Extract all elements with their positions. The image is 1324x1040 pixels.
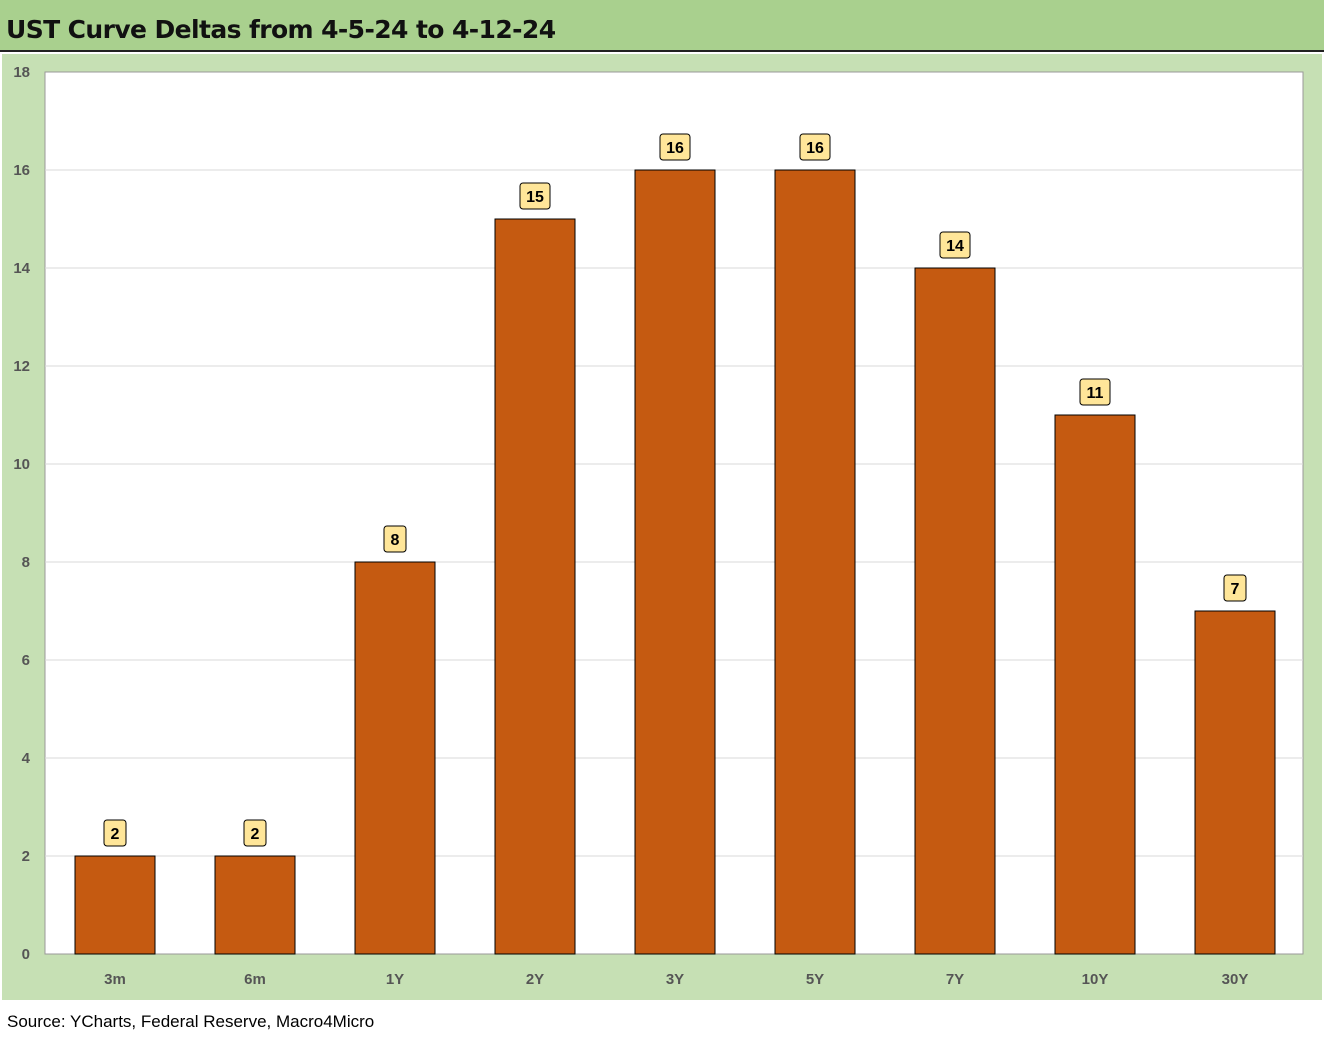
- data-labels: 2 2 8 15 16 16 14 11 7: [103, 133, 1247, 847]
- x-tick-label: 30Y: [1222, 971, 1249, 988]
- source-note: Source: YCharts, Federal Reserve, Macro4…: [7, 1012, 375, 1031]
- x-tick-label: 1Y: [386, 971, 404, 988]
- y-tick-label: 4: [22, 750, 31, 767]
- bar-10Y: [1054, 414, 1136, 955]
- data-label: 16: [806, 140, 824, 157]
- bar-3Y: [634, 169, 716, 955]
- x-tick-label: 2Y: [526, 971, 544, 988]
- bar-30Y: [1194, 610, 1276, 955]
- y-tick-label: 8: [22, 554, 30, 571]
- y-tick-label: 14: [13, 260, 30, 277]
- y-tick-label: 18: [13, 64, 30, 81]
- data-label-box: [799, 133, 831, 161]
- bar-5Y: [774, 169, 856, 955]
- y-tick-label: 0: [22, 946, 30, 963]
- x-tick-label: 3Y: [666, 971, 684, 988]
- y-tick-label: 16: [13, 162, 30, 179]
- bar-1Y: [354, 561, 436, 955]
- y-tick-label: 2: [22, 848, 30, 865]
- x-axis-ticks: 3m 6m 1Y 2Y 3Y 5Y 7Y 10Y 30Y: [104, 971, 1248, 988]
- x-tick-label: 3m: [104, 971, 126, 988]
- title-bar: UST Curve Deltas from 4-5-24 to 4-12-24: [0, 0, 1324, 52]
- data-label: 14: [946, 238, 964, 255]
- bar-7Y: [914, 267, 996, 955]
- data-label: 8: [391, 532, 400, 549]
- bar-2Y: [494, 218, 576, 955]
- data-label: 2: [251, 826, 260, 843]
- x-tick-label: 7Y: [946, 971, 964, 988]
- data-label: 11: [1087, 385, 1104, 402]
- y-tick-label: 6: [22, 652, 30, 669]
- data-label-box: [659, 133, 691, 161]
- bars: [74, 169, 1276, 955]
- x-tick-label: 6m: [244, 971, 266, 988]
- y-tick-label: 12: [13, 358, 30, 375]
- bar-3m: [74, 855, 156, 955]
- data-label-box: [383, 525, 407, 553]
- data-label-box: [1223, 574, 1247, 602]
- y-tick-label: 10: [13, 456, 30, 473]
- data-label: 16: [666, 140, 684, 157]
- y-axis-ticks: 0 2 4 6 8 10 12 14 16 18: [13, 64, 30, 963]
- data-label-box: [519, 182, 551, 210]
- data-label: 7: [1231, 581, 1240, 598]
- data-label-box: [243, 819, 267, 847]
- data-label: 15: [526, 189, 544, 206]
- data-label-box: [103, 819, 127, 847]
- x-tick-label: 5Y: [806, 971, 824, 988]
- x-tick-label: 10Y: [1082, 971, 1109, 988]
- chart-title: UST Curve Deltas from 4-5-24 to 4-12-24: [6, 15, 556, 44]
- data-label-box: [939, 231, 971, 259]
- bar-6m: [214, 855, 296, 955]
- data-label: 2: [111, 826, 120, 843]
- data-label-box: [1079, 378, 1111, 406]
- chart-area: 0 2 4 6 8 10 12 14 16 18 2 2 8 15 16 16 14 11 7 3m 6m 1Y 2Y 3…: [2, 54, 1322, 1000]
